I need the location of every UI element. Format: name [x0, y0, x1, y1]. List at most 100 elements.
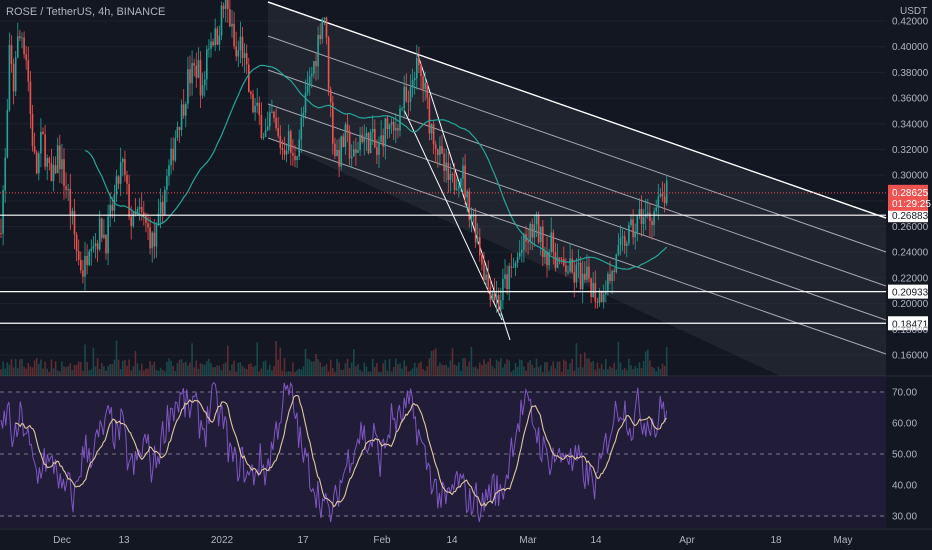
volume-bar: [449, 360, 452, 376]
candle-body: [609, 273, 611, 281]
volume-bar: [607, 369, 609, 376]
candle-body: [569, 258, 571, 272]
volume-bar: [264, 360, 267, 376]
candle-body: [550, 232, 552, 252]
candle-body: [56, 145, 59, 174]
candle-body: [548, 251, 550, 266]
candle-body: [634, 231, 636, 238]
candle-body: [357, 150, 359, 153]
volume-bar: [397, 364, 399, 376]
volume-bar: [628, 358, 630, 376]
volume-bar: [548, 371, 550, 376]
volume-bar: [311, 361, 313, 376]
candle-body: [437, 149, 439, 156]
candle-body: [199, 60, 202, 96]
candle-body: [201, 85, 204, 96]
volume-bar: [107, 365, 109, 376]
volume-bar: [294, 371, 296, 376]
price-tick-label: 0.22000: [892, 273, 929, 284]
volume-bar: [73, 365, 76, 376]
volume-bar: [464, 358, 466, 376]
volume-bar: [563, 359, 565, 376]
candle-body: [533, 224, 536, 238]
volume-bar: [296, 370, 298, 376]
volume-bar: [416, 367, 418, 376]
volume-bar: [50, 359, 53, 376]
candle-body: [180, 104, 183, 131]
candle-body: [420, 65, 422, 77]
price-tick-label: 0.34000: [892, 119, 929, 130]
volume-bar: [250, 363, 252, 376]
volume-bar: [227, 345, 229, 376]
candle-body: [4, 157, 6, 191]
volume-bar: [493, 368, 496, 376]
time-tick-label: Dec: [53, 535, 71, 546]
volume-bar: [537, 367, 540, 376]
volume-bar: [25, 368, 27, 376]
candle-body: [388, 124, 391, 130]
volume-bar: [611, 367, 613, 376]
volume-bar: [663, 365, 666, 376]
volume-bar: [306, 358, 309, 376]
candle-body: [269, 112, 271, 127]
volume-bar: [640, 367, 643, 376]
candle-body: [237, 50, 240, 57]
volume-bar: [252, 366, 254, 376]
candle-body: [101, 218, 103, 238]
candle-body: [92, 246, 95, 249]
volume-bar: [437, 366, 439, 376]
candle-body: [392, 122, 395, 131]
candle-body: [476, 237, 479, 243]
candle-body: [590, 278, 592, 298]
volume-bar: [342, 369, 345, 376]
candle-body: [170, 148, 172, 166]
volume-bar: [573, 370, 576, 376]
candle-body: [38, 153, 40, 174]
channel-fill: [268, 2, 886, 376]
candle-body: [367, 133, 370, 154]
volume-bar: [434, 348, 437, 376]
level-badge: [888, 284, 928, 299]
volume-bar: [166, 361, 168, 376]
time-tick-label: Feb: [373, 535, 391, 546]
volume-bar: [374, 366, 376, 376]
candle-body: [390, 122, 393, 125]
volume-bar: [143, 370, 145, 376]
moving-average-line: [84, 64, 668, 270]
candle-body: [451, 173, 454, 175]
candle-body: [338, 149, 340, 167]
candle-body: [111, 204, 114, 211]
candle-body: [510, 266, 513, 268]
candle-body: [630, 219, 632, 225]
candle-body: [69, 189, 72, 215]
volume-bar: [512, 370, 515, 376]
candle-body: [605, 292, 607, 295]
candle-body: [229, 9, 231, 27]
candle-body: [304, 92, 307, 113]
rsi-tick-label: 70.00: [892, 388, 917, 399]
volume-bar: [239, 362, 242, 376]
volume-bar: [575, 343, 578, 376]
candle-body: [0, 232, 2, 234]
candle-body: [527, 241, 529, 243]
candle-body: [63, 159, 65, 187]
volume-bar: [386, 370, 389, 376]
candle-body: [445, 162, 447, 171]
candle-body: [61, 159, 63, 170]
horizontal-levels[interactable]: 0.26883 0.20933 0.18471: [0, 208, 929, 331]
candle-body: [71, 210, 74, 215]
volume-bar: [203, 364, 206, 376]
volume-bar: [460, 371, 462, 376]
candle-body: [607, 273, 609, 293]
volume-bar: [399, 363, 401, 376]
time-tick-label: May: [834, 535, 853, 546]
volume-bar: [290, 371, 292, 376]
price-tick-label: 0.42000: [892, 17, 929, 28]
volume-bar: [313, 361, 315, 376]
volume-bar: [241, 365, 244, 376]
candle-body: [258, 102, 261, 116]
volume-bar: [6, 362, 9, 376]
volume-bar: [420, 361, 422, 376]
candle-body: [84, 255, 86, 277]
volume-bar: [514, 363, 517, 376]
